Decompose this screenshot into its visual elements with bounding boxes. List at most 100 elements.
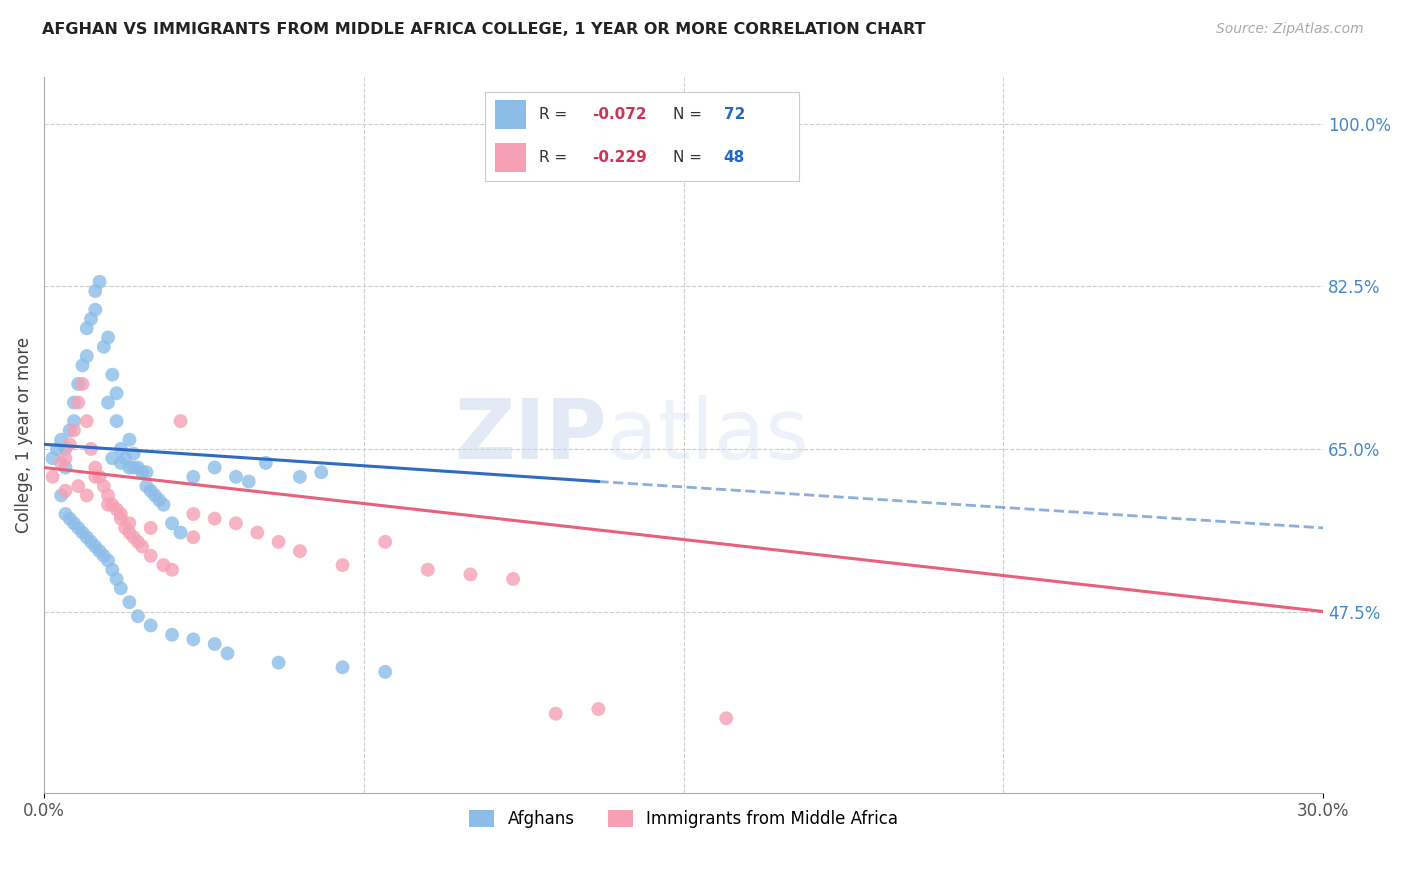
Point: [84, 460, 107, 475]
Point: [254, 456, 277, 470]
Text: AFGHAN VS IMMIGRANTS FROM MIDDLE AFRICA COLLEGE, 1 YEAR OR MORE CORRELATION CHAR: AFGHAN VS IMMIGRANTS FROM MIDDLE AFRICA …: [42, 22, 925, 37]
Point: [122, 460, 145, 475]
Point: [55, 460, 77, 475]
Point: [118, 433, 141, 447]
Point: [460, 567, 482, 582]
Point: [110, 456, 132, 470]
Point: [84, 302, 107, 317]
Point: [374, 534, 396, 549]
Point: [41, 470, 63, 484]
Point: [160, 563, 183, 577]
Point: [105, 386, 128, 401]
Point: [110, 507, 132, 521]
Point: [127, 460, 149, 475]
Point: [84, 470, 107, 484]
Point: [76, 488, 98, 502]
Point: [169, 414, 191, 428]
Point: [76, 349, 98, 363]
Point: [267, 534, 290, 549]
Point: [143, 488, 166, 502]
Point: [309, 465, 332, 479]
Point: [139, 549, 162, 563]
Point: [131, 465, 153, 479]
Point: [118, 460, 141, 475]
Point: [63, 395, 86, 409]
Point: [101, 498, 124, 512]
Point: [544, 706, 567, 721]
Point: [76, 530, 98, 544]
Point: [76, 414, 98, 428]
Point: [225, 516, 247, 531]
Point: [72, 359, 94, 373]
Point: [59, 511, 82, 525]
Point: [288, 470, 311, 484]
Point: [59, 437, 82, 451]
Point: [80, 534, 103, 549]
Point: [51, 456, 73, 470]
Point: [80, 312, 103, 326]
Point: [105, 572, 128, 586]
Point: [67, 521, 90, 535]
Point: [122, 447, 145, 461]
Point: [152, 498, 174, 512]
Point: [51, 488, 73, 502]
Point: [97, 553, 120, 567]
Text: Source: ZipAtlas.com: Source: ZipAtlas.com: [1216, 22, 1364, 37]
Point: [101, 368, 124, 382]
Point: [93, 549, 115, 563]
Point: [204, 511, 226, 525]
Point: [97, 395, 120, 409]
Point: [59, 424, 82, 438]
Point: [93, 479, 115, 493]
Point: [148, 493, 170, 508]
Point: [332, 660, 354, 674]
Point: [114, 521, 136, 535]
Point: [118, 595, 141, 609]
Point: [67, 479, 90, 493]
Point: [84, 284, 107, 298]
Text: ZIP: ZIP: [454, 394, 607, 475]
Point: [118, 516, 141, 531]
Point: [89, 470, 111, 484]
Point: [139, 483, 162, 498]
Point: [288, 544, 311, 558]
Point: [374, 665, 396, 679]
Point: [169, 525, 191, 540]
Point: [110, 511, 132, 525]
Point: [67, 395, 90, 409]
Point: [131, 540, 153, 554]
Point: [55, 442, 77, 456]
Point: [114, 451, 136, 466]
Point: [55, 451, 77, 466]
Point: [63, 516, 86, 531]
Point: [160, 628, 183, 642]
Point: [183, 470, 205, 484]
Point: [122, 530, 145, 544]
Y-axis label: College, 1 year or more: College, 1 year or more: [15, 337, 32, 533]
Point: [135, 479, 157, 493]
Point: [152, 558, 174, 573]
Point: [101, 563, 124, 577]
Point: [204, 460, 226, 475]
Point: [45, 442, 67, 456]
Point: [246, 525, 269, 540]
Point: [183, 632, 205, 647]
Point: [183, 507, 205, 521]
Text: atlas: atlas: [607, 394, 808, 475]
Point: [105, 502, 128, 516]
Point: [76, 321, 98, 335]
Point: [93, 340, 115, 354]
Point: [135, 465, 157, 479]
Point: [217, 646, 239, 660]
Point: [72, 376, 94, 391]
Point: [72, 525, 94, 540]
Point: [101, 451, 124, 466]
Point: [160, 516, 183, 531]
Point: [67, 376, 90, 391]
Point: [97, 330, 120, 344]
Point: [89, 275, 111, 289]
Point: [225, 470, 247, 484]
Point: [716, 711, 738, 725]
Point: [97, 488, 120, 502]
Point: [51, 433, 73, 447]
